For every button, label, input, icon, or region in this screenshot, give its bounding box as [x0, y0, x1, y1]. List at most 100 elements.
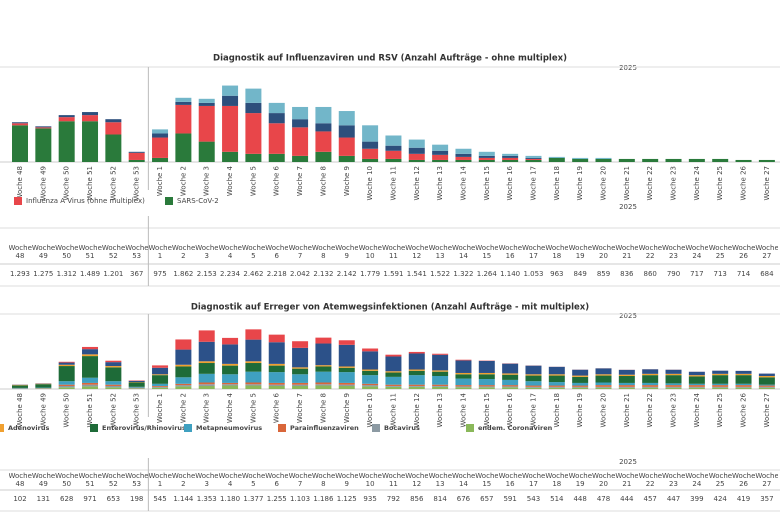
table-value: 717 — [690, 270, 704, 278]
table-value: 1.140 — [500, 270, 521, 278]
table-header-box: Woche 20 — [592, 472, 615, 488]
bar-segment — [315, 337, 332, 344]
bar-segment — [35, 384, 52, 388]
table-header-box: Woche 13 — [429, 244, 452, 260]
x-tick-label: Woche 18 — [553, 393, 561, 428]
bar-segment — [105, 119, 122, 123]
bar-segment — [408, 385, 425, 387]
table-header: Woche 26 — [732, 472, 756, 488]
table-value: 971 — [83, 495, 97, 503]
bar-segment — [478, 386, 495, 388]
bar-segment — [198, 341, 215, 362]
bar-segment — [222, 344, 239, 364]
table-value-box: 591 — [503, 495, 516, 503]
table-header-box: Woche 21 — [615, 472, 638, 488]
bar-segment — [735, 159, 752, 162]
table-header: Woche 8 — [311, 472, 335, 488]
table-value-box: 2.042 — [290, 270, 310, 278]
bar-segment — [385, 376, 402, 385]
table-value-box: 2.234 — [220, 270, 240, 278]
table-value: 444 — [620, 495, 634, 503]
bar-segment — [338, 155, 355, 162]
table-value-box: 935 — [363, 495, 376, 503]
table-value: 1.053 — [523, 270, 544, 278]
x-tick-label: Woche 5 — [249, 393, 257, 423]
bar-segment — [362, 158, 379, 162]
bar-segment — [758, 376, 775, 378]
bar-segment — [408, 375, 425, 385]
table-header: Woche 21 — [615, 244, 639, 260]
bar-segment — [58, 387, 75, 389]
table-header-box: Woche 10 — [359, 244, 382, 260]
table-header: Woche 24 — [685, 472, 709, 488]
bar-segment — [502, 155, 519, 158]
bar-segment — [222, 385, 239, 389]
bar-segment — [408, 351, 425, 354]
x-tick-label: Woche 49 — [39, 393, 47, 428]
bar-segment — [152, 157, 169, 162]
table-header: Woche 6 — [265, 244, 289, 260]
table-value: 814 — [433, 495, 447, 503]
table-value: 790 — [666, 270, 681, 278]
table-value-box: 1.312 — [57, 270, 77, 278]
bar-segment — [105, 387, 122, 389]
x-tick-label: Woche 16 — [506, 392, 514, 427]
chart-title: Diagnostik auf Influenzaviren und RSV (A… — [213, 54, 567, 64]
x-tick-label: Woche 20 — [600, 393, 608, 428]
bar-segment — [362, 386, 379, 389]
table-value: 1.591 — [383, 270, 404, 278]
bar-segment — [525, 374, 542, 376]
x-tick-label: Woche 23 — [670, 166, 678, 201]
bar-segment — [268, 334, 285, 343]
table-header: Woche 25 — [708, 472, 732, 488]
bar-segment — [58, 366, 75, 382]
table-header-box: Woche 12 — [405, 472, 428, 488]
bar-segment — [152, 374, 169, 376]
table-header-box: Woche 22 — [639, 472, 662, 488]
bar-segment — [502, 385, 519, 387]
bar-segment — [198, 105, 215, 142]
table-header: Woche 25 — [708, 244, 732, 260]
bar-segment — [478, 151, 495, 156]
table-value-box: 399 — [690, 495, 703, 503]
table-header-box: Woche 51 — [79, 472, 102, 488]
table-header-box: Woche 27 — [755, 472, 778, 488]
table-value: 676 — [456, 495, 471, 503]
bar-segment — [152, 129, 169, 134]
bar-segment — [82, 354, 99, 357]
bar-segment — [12, 122, 28, 124]
x-tick-label: Woche 3 — [203, 166, 211, 196]
table-value-box: 457 — [643, 495, 656, 503]
table-value-box: 447 — [667, 495, 680, 503]
legend-label: Enterovirus/Rhinovirus — [102, 424, 186, 432]
bar-segment — [525, 365, 542, 375]
bar-segment — [525, 385, 542, 387]
table-value: 1.862 — [173, 270, 194, 278]
bar-segment — [432, 353, 449, 355]
bar-segment — [432, 371, 449, 377]
bar-segment — [268, 384, 285, 386]
table-value: 2.132 — [313, 270, 334, 278]
bar-segment — [292, 127, 309, 156]
bar-segment — [432, 370, 449, 372]
x-tick-label: Woche 4 — [226, 165, 234, 196]
table-header-box: Woche 21 — [615, 244, 639, 260]
bar-segment — [735, 385, 752, 387]
bar-segment — [245, 385, 262, 389]
x-tick-label: Woche 18 — [553, 166, 561, 201]
table-header-box: Woche 15 — [475, 472, 498, 488]
bar-segment — [595, 374, 612, 376]
x-tick-label: Woche 48 — [16, 166, 24, 201]
table-value: 514 — [550, 495, 564, 503]
x-tick-label: Woche 15 — [483, 393, 491, 428]
table-header: Woche 49 — [31, 472, 55, 488]
table-value: 367 — [130, 270, 144, 278]
bar-segment — [595, 385, 612, 387]
bar-segment — [688, 375, 705, 377]
bar-segment — [758, 386, 775, 388]
table-value: 1.103 — [290, 495, 311, 503]
bar-segment — [688, 383, 705, 386]
bar-segment — [338, 372, 355, 383]
bar-segment — [82, 121, 99, 162]
bar-segment — [432, 376, 449, 385]
